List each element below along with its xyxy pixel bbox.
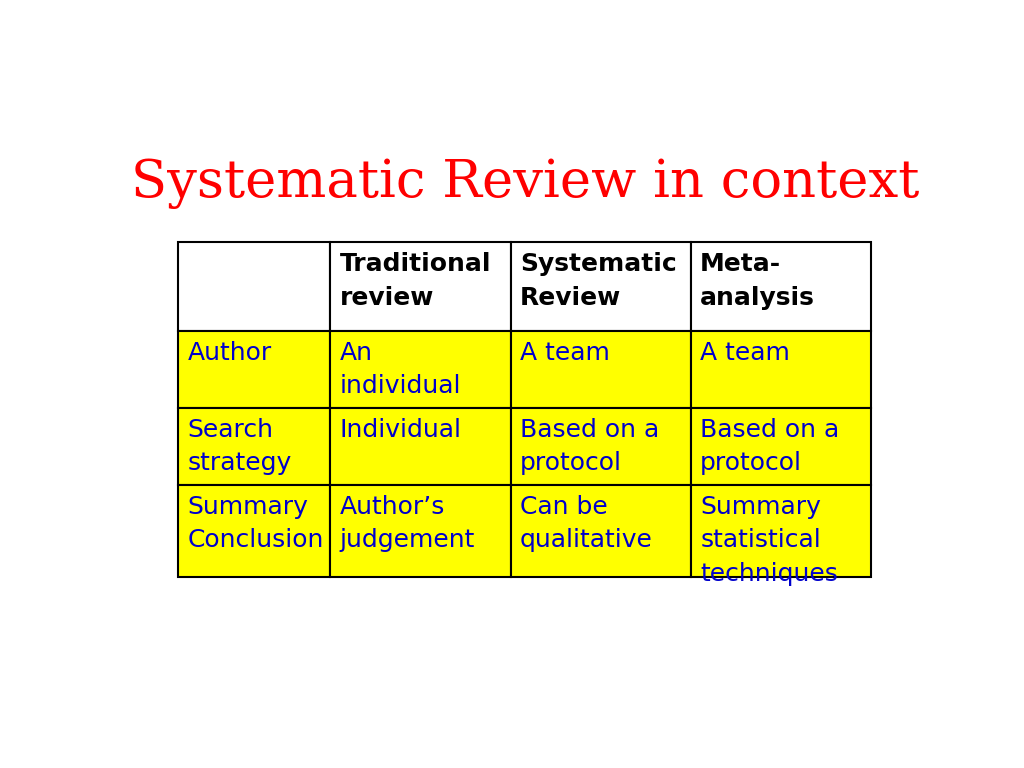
Bar (178, 243, 331, 331)
Bar (691, 408, 871, 485)
Bar (511, 485, 691, 578)
Text: Based on a
protocol: Based on a protocol (520, 418, 659, 475)
Text: Summary
Conclusion: Summary Conclusion (187, 495, 324, 552)
Text: Based on a
protocol: Based on a protocol (700, 418, 840, 475)
Text: A team: A team (700, 341, 791, 365)
Bar (178, 408, 331, 485)
Text: Author’s
judgement: Author’s judgement (340, 495, 475, 552)
Text: Meta-
analysis: Meta- analysis (700, 253, 815, 310)
Bar (511, 243, 691, 331)
Bar (178, 485, 331, 578)
Bar (691, 485, 871, 578)
Bar (511, 408, 691, 485)
Bar (331, 485, 511, 578)
Bar (178, 331, 331, 408)
Text: An
individual: An individual (340, 341, 461, 399)
Text: Author: Author (187, 341, 272, 365)
Text: Search
strategy: Search strategy (187, 418, 292, 475)
Text: Individual: Individual (340, 418, 462, 442)
Bar (331, 243, 511, 331)
Text: Summary
statistical
techniques: Summary statistical techniques (700, 495, 838, 586)
Text: Systematic
Review: Systematic Review (520, 253, 677, 310)
Bar (691, 243, 871, 331)
Bar (331, 331, 511, 408)
Text: A team: A team (520, 341, 610, 365)
Bar (691, 331, 871, 408)
Bar (511, 331, 691, 408)
Text: Traditional
review: Traditional review (340, 253, 492, 310)
Text: Systematic Review in context: Systematic Review in context (131, 157, 919, 209)
Text: Can be
qualitative: Can be qualitative (520, 495, 653, 552)
Bar (331, 408, 511, 485)
